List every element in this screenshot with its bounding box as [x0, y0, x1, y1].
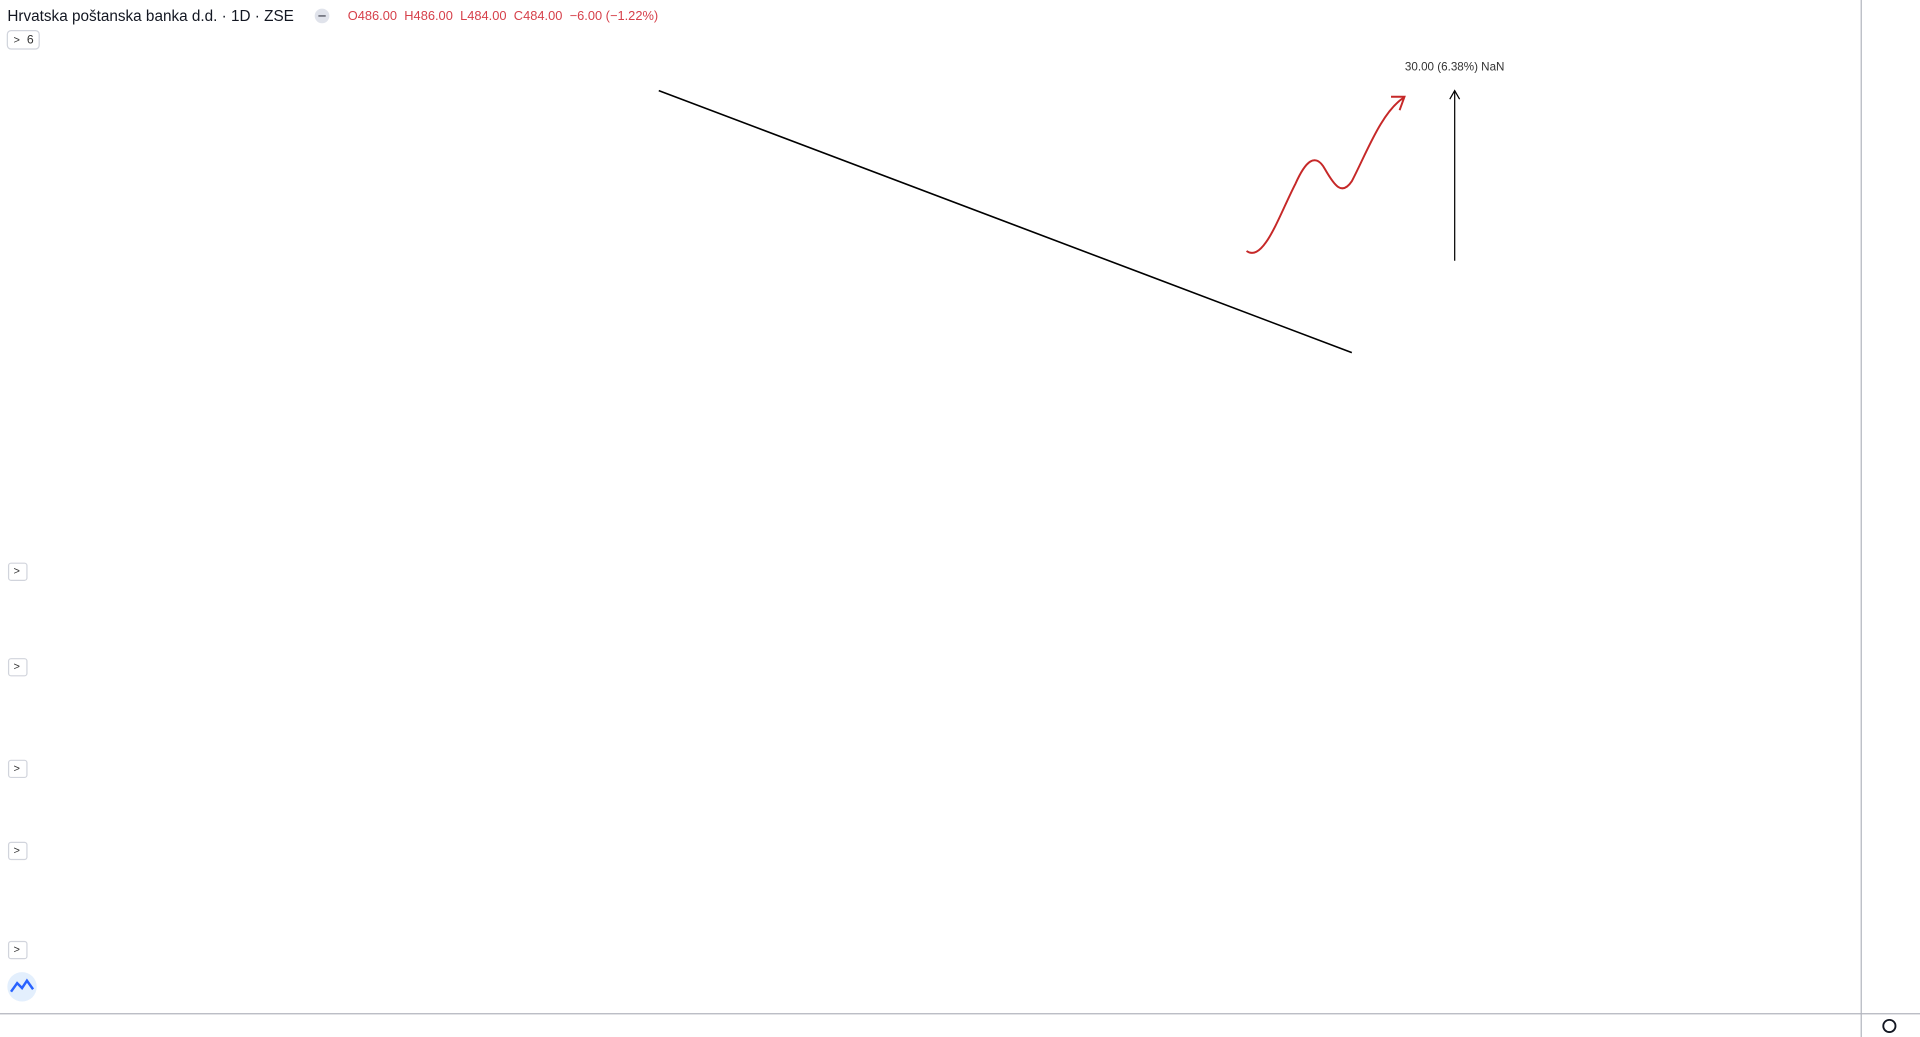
high-value: H486.00: [404, 9, 453, 24]
indicators-toggle[interactable]: [6, 29, 40, 50]
logo-mark: [10, 978, 35, 993]
pane-toggle[interactable]: [7, 940, 28, 960]
symbol-title: Hrvatska poštanska banka d.d. · 1D · ZSE: [7, 8, 294, 25]
indicator-count: 6: [27, 33, 34, 47]
chevron: >: [13, 763, 19, 775]
settings-icon[interactable]: [1882, 1018, 1897, 1034]
chevron: >: [13, 661, 19, 673]
change-value: −6.00 (−1.22%): [570, 9, 659, 24]
trend-line: [658, 89, 1353, 354]
chevron: >: [13, 566, 19, 578]
toggle-chevron: >: [13, 34, 19, 46]
chevron: >: [13, 845, 19, 857]
close-value: C484.00: [514, 9, 563, 24]
pane-toggles: > > > > >: [7, 562, 28, 960]
pane-toggle[interactable]: [7, 759, 28, 779]
open-value: O486.00: [348, 9, 397, 24]
pane-toggle[interactable]: [7, 841, 28, 861]
ohlc-legend: O486.00 H486.00 L484.00 C484.00 −6.00 (−…: [348, 9, 658, 24]
chevron: >: [13, 944, 19, 956]
projection-arrow: [1245, 97, 1404, 254]
measure-label: 30.00 (6.38%) NaN: [1405, 60, 1505, 73]
measure-arrowhead: [1449, 89, 1461, 100]
low-value: L484.00: [460, 9, 506, 24]
projection-arrowhead: [1391, 95, 1406, 111]
pane-toggle[interactable]: [7, 658, 28, 677]
pane-toggle[interactable]: [7, 562, 28, 581]
